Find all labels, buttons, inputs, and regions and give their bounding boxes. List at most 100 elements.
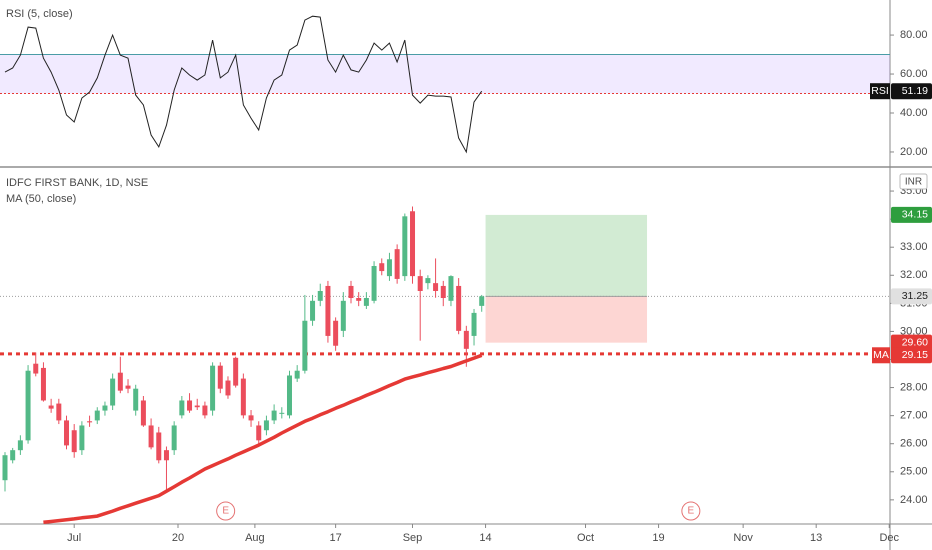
candle-body: [210, 365, 216, 411]
candle-body: [17, 440, 23, 451]
candle-body: [271, 410, 277, 421]
candle-body: [102, 405, 108, 411]
rsi-badge-text: 51.19: [902, 85, 928, 97]
candle-body: [371, 266, 377, 301]
y-tick-label: 27.00: [900, 410, 928, 422]
candle-body: [325, 285, 331, 336]
candle-body: [2, 455, 8, 481]
y-tick-label: 80.00: [900, 29, 928, 41]
candle-body: [110, 378, 116, 406]
candle-body: [410, 211, 416, 277]
candle-body: [417, 276, 423, 291]
y-tick-label: 20.00: [900, 146, 928, 158]
ma-badge-box: [872, 347, 890, 364]
candle-body: [125, 385, 131, 389]
y-tick-label: 25.00: [900, 466, 928, 478]
ma-line: [43, 353, 483, 525]
candle-body: [156, 432, 162, 461]
candle-body: [64, 420, 70, 446]
stop-zone: [485, 296, 648, 343]
candle-body: [94, 410, 100, 421]
candle-body: [133, 388, 139, 411]
currency: INR: [905, 177, 922, 188]
target-badge: [891, 206, 932, 223]
rsi-title: RSI (5, close): [6, 8, 73, 20]
candle-body: [471, 312, 477, 336]
candle-body: [140, 400, 146, 426]
x-tick-label: Oct: [577, 532, 594, 544]
currency-box: [899, 173, 928, 190]
y-tick-label: 26.00: [900, 438, 928, 450]
candle-body: [248, 415, 254, 421]
candle-body: [187, 400, 193, 411]
x-tick-label: Nov: [733, 532, 753, 544]
candle-body: [479, 296, 485, 306]
candle-body: [225, 380, 231, 396]
y-tick-label: 32.00: [900, 269, 928, 281]
candle-body: [302, 320, 308, 371]
candle-body: [25, 370, 31, 441]
x-tick-label: Aug: [245, 532, 265, 544]
y-tick-label: 30.00: [900, 325, 928, 337]
y-tick-label: 33.00: [900, 241, 928, 253]
candle-body: [448, 276, 454, 301]
stop-badge-text: 29.60: [902, 336, 928, 348]
candle-body: [194, 405, 200, 408]
candle-body: [425, 278, 431, 284]
event-marker: [681, 501, 701, 521]
plot-layer: 24.0025.0026.0027.0028.0029.0030.0031.00…: [0, 15, 932, 544]
event-label: E: [222, 506, 229, 517]
x-tick-label: Dec: [879, 532, 899, 544]
x-tick-label: Jul: [67, 532, 81, 544]
candle-body: [279, 412, 285, 414]
x-tick-label: 17: [329, 532, 341, 544]
y-tick-label: 28.00: [900, 381, 928, 393]
event-label: E: [688, 506, 695, 517]
rsi-badge: [891, 83, 932, 100]
candle-body: [386, 259, 392, 277]
x-tick-label: 20: [172, 532, 184, 544]
candle-body: [263, 420, 269, 431]
candle-body: [33, 363, 39, 374]
stop-badge: [891, 334, 932, 351]
candle-body: [317, 290, 323, 301]
ma-legend: MA (50, close): [6, 193, 76, 205]
target-zone: [485, 214, 648, 297]
candle-body: [148, 425, 154, 448]
candle-body: [10, 450, 16, 461]
candle-body: [402, 216, 408, 277]
candle-body: [40, 367, 46, 401]
candle-body: [433, 283, 439, 291]
y-tick-label: 60.00: [900, 68, 928, 80]
candle-body: [117, 372, 123, 391]
candle-body: [440, 285, 446, 299]
ma-badge: [891, 347, 932, 364]
candle-body: [463, 330, 469, 349]
target-badge-text: 34.15: [902, 209, 928, 221]
candle-body: [71, 430, 77, 453]
rsi-badge-name: RSI: [871, 85, 889, 97]
candle-body: [286, 375, 292, 416]
candle-body: [240, 378, 246, 416]
x-tick-label: 14: [479, 532, 491, 544]
candle-body: [87, 421, 93, 423]
candle-body: [79, 425, 85, 451]
event-marker: [216, 501, 236, 521]
candle-body: [310, 300, 316, 321]
candle-body: [456, 285, 462, 331]
candle-body: [356, 298, 362, 301]
candle-body: [56, 403, 62, 421]
x-tick-label: 19: [652, 532, 664, 544]
ma-badge-name: MA: [873, 349, 889, 361]
candle-body: [179, 400, 185, 416]
y-tick-label: 24.00: [900, 494, 928, 506]
candle-body: [340, 300, 346, 331]
ma-badge-text: 29.15: [902, 349, 928, 361]
candle-body: [163, 450, 169, 461]
y-tick-label: 40.00: [900, 107, 928, 119]
candle-body: [202, 405, 208, 416]
last-price-badge: [891, 288, 932, 305]
x-tick-label: Sep: [403, 532, 423, 544]
